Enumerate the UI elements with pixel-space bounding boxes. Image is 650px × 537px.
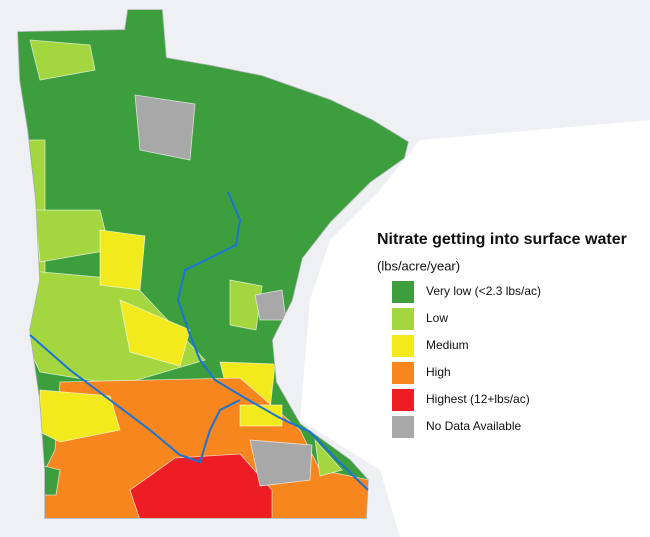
legend-swatch: [392, 335, 414, 357]
watershed: [29, 39, 96, 81]
legend-swatch: [392, 308, 414, 330]
watershed: [229, 279, 263, 331]
legend-label: No Data Available: [426, 419, 522, 433]
legend-swatch: [392, 362, 414, 384]
watershed: [249, 439, 313, 487]
legend-label: High: [426, 365, 451, 379]
rivers: [29, 191, 369, 491]
watershed: [239, 404, 283, 427]
legend-label: Medium: [426, 338, 469, 352]
legend-swatch: [392, 416, 414, 438]
legend-label: Very low (<2.3 lbs/ac): [426, 284, 541, 298]
watershed: [314, 438, 343, 477]
watershed: [254, 289, 287, 321]
legend-swatch: [392, 389, 414, 411]
watershed: [129, 453, 273, 518]
river: [29, 334, 241, 464]
legend-label: Highest (12+lbs/ac): [426, 392, 530, 406]
watershed: [99, 229, 146, 291]
watershed: [119, 299, 191, 367]
river: [176, 191, 369, 491]
legend-swatch: [392, 281, 414, 303]
legend-title: Nitrate getting into surface water: [377, 231, 627, 248]
watershed: [134, 94, 196, 161]
legend-subtitle: (lbs/acre/year): [377, 258, 460, 273]
legend: Very low (<2.3 lbs/ac) Low Medium High Highe…: [392, 281, 541, 438]
legend-label: Low: [426, 311, 448, 325]
